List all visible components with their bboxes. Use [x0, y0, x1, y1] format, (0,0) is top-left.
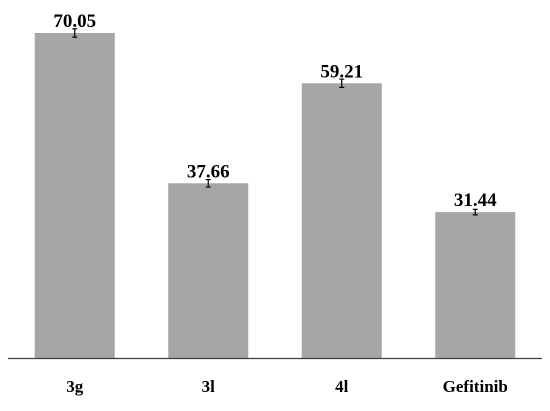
data-label-3g: 70.05	[53, 11, 96, 32]
error-bar-3g	[72, 28, 78, 38]
x-tick-label-gefitinib: Gefitinib	[443, 377, 508, 396]
data-label-gefitinib: 31.44	[454, 190, 497, 211]
error-bar-gefitinib	[472, 208, 478, 216]
x-tick-label-4l: 4l	[335, 377, 349, 396]
bars-layer	[34, 32, 516, 359]
bar-4l	[301, 83, 382, 359]
bar-3l	[168, 183, 249, 358]
data-labels-layer: 70.05 37.66 59.21 31.44	[53, 11, 497, 211]
data-label-4l: 59.21	[320, 61, 363, 82]
x-tick-label-3l: 3l	[202, 377, 216, 396]
error-bar-3l	[205, 178, 211, 188]
x-tick-labels-layer: 3g 3l 4l Gefitinib	[66, 377, 508, 396]
bar-3g	[34, 32, 115, 359]
data-label-3l: 37.66	[187, 161, 230, 182]
error-bar-4l	[339, 78, 345, 89]
error-bars-layer	[72, 28, 478, 216]
bar-gefitinib	[435, 212, 516, 358]
x-tick-label-3g: 3g	[66, 377, 84, 396]
